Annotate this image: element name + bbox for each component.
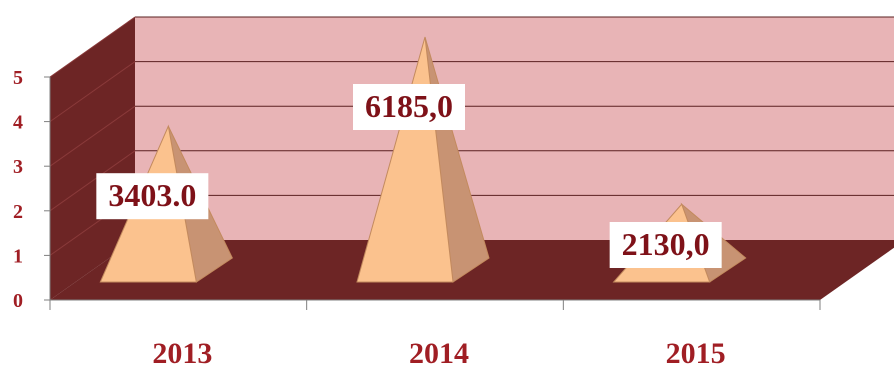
- x-category-label: 2013: [152, 337, 212, 369]
- x-category-label: 2015: [666, 337, 726, 369]
- gridline: [49, 61, 136, 123]
- data-label: 2130,0: [622, 226, 710, 262]
- axes: [44, 76, 821, 310]
- data-label: 6185,0: [365, 88, 453, 124]
- gridline: [49, 16, 136, 78]
- data-label-background: [609, 222, 722, 268]
- side-wall: [50, 17, 135, 300]
- data-label-background: [353, 84, 465, 130]
- gridlines: [49, 16, 894, 256]
- back-wall: [135, 17, 894, 240]
- y-tick-label: 1: [13, 245, 23, 267]
- gridline: [49, 105, 136, 167]
- data-labels: 3403.0 6185,0 2130,0: [96, 84, 722, 268]
- y-tick-label: 0: [13, 290, 23, 312]
- y-tick-label: 2: [13, 201, 23, 223]
- x-axis-category-labels: 2013 2014 2015: [152, 337, 725, 369]
- data-label-box: 2130,0: [609, 222, 722, 268]
- data-label-box: 3403.0: [96, 173, 209, 220]
- y-tick-label: 5: [13, 67, 23, 89]
- data-label-background: [96, 173, 209, 220]
- data-label-box: 6185,0: [353, 84, 465, 130]
- y-tick-label: 4: [13, 112, 23, 134]
- x-category-label: 2014: [409, 337, 469, 369]
- y-tick-label: 3: [13, 156, 23, 178]
- data-label: 3403.0: [108, 177, 196, 213]
- gridline: [49, 150, 136, 212]
- y-axis-tick-labels: 0 1 2 3 4 5: [13, 67, 23, 312]
